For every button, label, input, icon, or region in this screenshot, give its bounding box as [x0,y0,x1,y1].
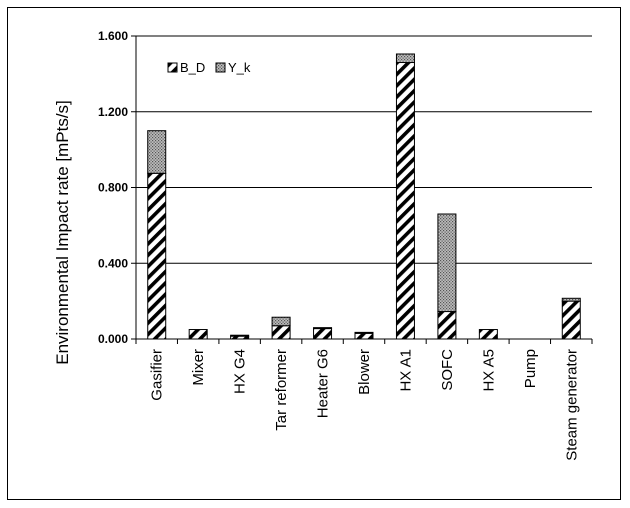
bar-b-d-blower [354,332,374,340]
y-tick-label: 0.400 [98,256,128,270]
bar-y-k-gasifier [147,130,167,174]
bar-y-k-sofc [437,213,457,313]
x-category-label: Tar reformer [273,349,290,431]
chart-frame: 0.000 0.400 0.800 1.200 1.600 Gasifier Mixer H… [7,7,621,500]
y-tick-label: 1.200 [98,105,128,119]
legend-swatch-b-d [167,62,178,73]
x-category-label: Heater G6 [315,349,332,418]
y-tick-label: 0.000 [98,332,128,346]
bar-b-d-gasifier [147,172,167,340]
bar-y-k-heater-g6 [313,327,333,330]
bar-b-d-mixer [188,329,208,340]
x-category-label: HX A1 [397,349,414,392]
bar-b-d-hx-a1 [395,62,415,340]
legend-label-b-d: B_D [180,60,205,75]
x-category-label: HX A5 [480,349,497,392]
legend: B_D Y_k [162,56,268,80]
x-category-label: Gasifier [149,349,166,401]
x-category-label: Steam generator [563,349,580,461]
bar-y-k-hx-g4 [230,334,250,337]
bar-b-d-hx-a5 [478,329,498,340]
bar-b-d-heater-g6 [313,328,333,340]
x-category-label: HX G4 [232,349,249,394]
legend-swatch-y-k [215,62,226,73]
x-category-label: Pump [522,349,539,388]
bar-b-d-steam-generator [561,300,581,340]
axes [135,36,593,344]
bar-y-k-hx-a1 [395,53,415,64]
stacked-bar-chart: 0.000 0.400 0.800 1.200 1.600 Gasifier Mixer H… [53,29,593,461]
bar-y-k-blower [354,331,374,334]
x-category-label: SOFC [439,349,456,391]
bar-b-d-tar-reformer [271,325,291,340]
legend-label-y-k: Y_k [228,60,251,75]
bar-y-k-tar-reformer [271,316,291,327]
x-category-label: Mixer [190,349,207,386]
bar-b-d-sofc [437,311,457,340]
bars [147,53,581,340]
x-category-labels: Gasifier Mixer HX G4 Tar reformer Heater G6 B… [149,349,581,461]
y-tick-labels: 0.000 0.400 0.800 1.200 1.600 [98,29,128,346]
x-category-label: Blower [356,349,373,395]
legend-box [162,56,268,80]
y-tick-label: 0.800 [98,181,128,195]
y-tick-label: 1.600 [98,29,128,43]
bar-y-k-steam-generator [561,297,581,302]
grid-lines [131,35,592,340]
y-axis-label: Environmental Impact rate [mPts/s] [53,100,72,365]
